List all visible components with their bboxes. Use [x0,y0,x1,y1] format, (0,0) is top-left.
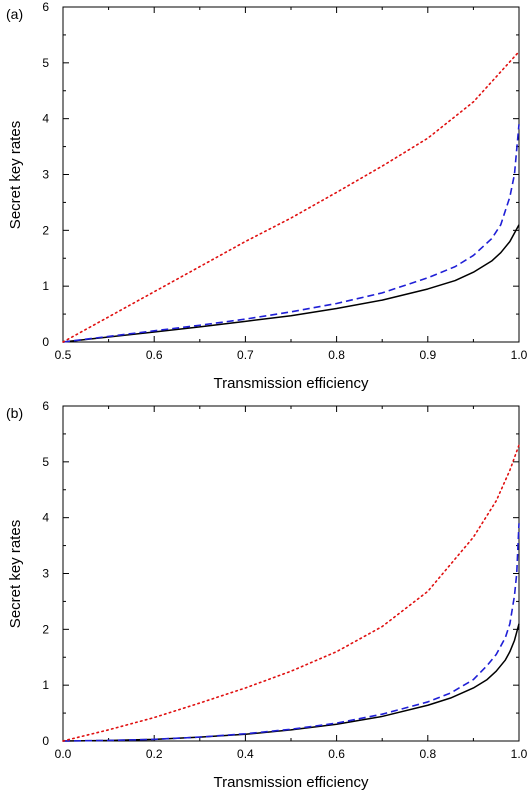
y-tick-label: 2 [42,223,49,237]
y-tick-label: 6 [42,0,49,14]
plot-frame-a [62,6,520,343]
series-line-dotted [62,444,520,742]
x-tick-label: 0.6 [328,747,345,761]
x-tick-label: 0.2 [146,747,163,761]
y-tick-label: 4 [42,112,49,126]
y-tick-label: 3 [42,567,49,581]
y-tick-label: 1 [42,678,49,692]
y-tick-label: 0 [42,335,49,349]
x-tick-label: 0.9 [419,348,436,362]
series-line-dotted [62,50,520,343]
chart-panel-b: (b) 0.0 0.2 0.4 0.6 0.8 1.0 0 1 2 3 4 5 6 Transmiss… [6,399,528,791]
series-group-a [62,50,520,343]
x-ticks-a: 0.5 0.6 0.7 0.8 0.9 1.0 [55,7,528,362]
x-tick-label: 1.0 [511,348,528,362]
y-tick-label: 2 [42,622,49,636]
y-tick-label: 0 [42,734,49,748]
y-ticks-a: 0 1 2 3 4 5 6 [42,0,519,349]
x-tick-label: 0.4 [237,747,254,761]
panel-label-a: (a) [6,6,23,22]
x-tick-label: 0.0 [55,747,72,761]
x-axis-title-a: Transmission efficiency [213,375,369,392]
y-axis-title-b: Secret key rates [7,520,24,628]
x-axis-title-b: Transmission efficiency [213,774,369,791]
y-tick-label: 4 [42,511,49,525]
x-tick-label: 0.6 [146,348,163,362]
x-tick-label: 0.7 [237,348,254,362]
panel-label-b: (b) [6,405,23,421]
x-tick-label: 0.8 [328,348,345,362]
y-tick-label: 3 [42,168,49,182]
x-tick-label: 1.0 [511,747,528,761]
y-tick-label: 6 [42,399,49,413]
y-axis-title-a: Secret key rates [7,121,24,229]
y-ticks-b: 0 1 2 3 4 5 6 [42,399,519,748]
x-tick-label: 0.8 [419,747,436,761]
y-tick-label: 5 [42,455,49,469]
series-line-solid [62,224,520,343]
series-line-dashed [62,124,520,343]
x-tick-label: 0.5 [55,348,72,362]
series-line-dashed [62,523,520,742]
chart-panel-a: (a) 0.5 0.6 0.7 0.8 0.9 1.0 0 1 2 3 4 5 6 Transmiss… [6,0,528,392]
y-tick-label: 5 [42,56,49,70]
plot-frame-b [62,405,520,742]
y-tick-label: 1 [42,279,49,293]
x-ticks-b: 0.0 0.2 0.4 0.6 0.8 1.0 [55,406,528,761]
series-group-b [62,444,520,742]
